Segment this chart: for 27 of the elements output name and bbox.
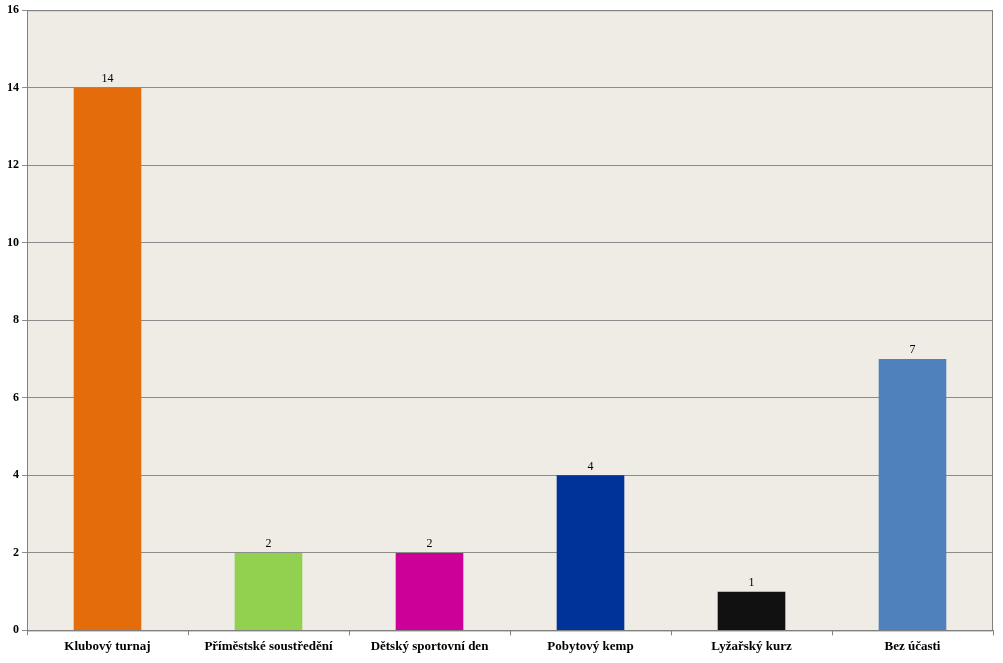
x-tick-label: Lyžařský kurz — [711, 637, 792, 653]
y-tick-label: 0 — [13, 622, 19, 637]
y-tick-label: 6 — [13, 389, 19, 404]
y-tick-label: 8 — [13, 312, 19, 327]
y-tick-label: 16 — [7, 2, 19, 17]
x-tick-label: Klubový turnaj — [64, 637, 151, 653]
bar — [73, 87, 142, 630]
bar — [717, 591, 786, 630]
y-tick-label: 10 — [7, 234, 19, 249]
data-label: 2 — [426, 536, 433, 551]
data-label: 4 — [587, 458, 594, 473]
x-tick-label: Dětský sportovní den — [370, 637, 490, 653]
bar — [234, 552, 303, 630]
bar — [395, 552, 464, 630]
x-tick-label: Bez účasti — [884, 637, 941, 653]
bar — [878, 359, 947, 630]
data-label: 7 — [909, 342, 916, 357]
x-tick-label: Příměstské soustředění — [204, 637, 333, 653]
y-tick-label: 2 — [13, 544, 19, 559]
bar — [556, 475, 625, 630]
data-label: 1 — [748, 574, 755, 589]
y-tick-label: 12 — [7, 157, 19, 172]
y-tick-label: 14 — [7, 79, 19, 94]
y-tick-label: 4 — [13, 467, 19, 482]
data-label: 2 — [265, 536, 272, 551]
x-tick-label: Pobytový kemp — [547, 637, 634, 653]
data-label: 14 — [101, 70, 114, 85]
